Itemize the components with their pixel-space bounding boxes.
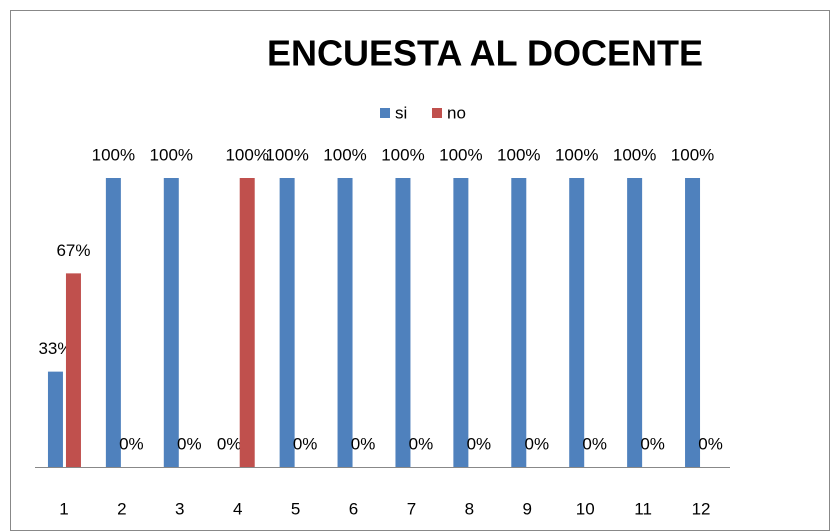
x-tick-label: 11 — [634, 499, 652, 518]
bar — [685, 178, 701, 467]
data-label: 100% — [555, 145, 598, 164]
chart-title: ENCUESTA AL DOCENTE — [267, 33, 703, 74]
data-label: 100% — [92, 145, 135, 164]
x-tick-label: 9 — [523, 499, 532, 518]
data-label: 0% — [351, 434, 376, 453]
bar — [627, 178, 643, 467]
bar — [65, 273, 81, 467]
data-label: 0% — [467, 434, 492, 453]
data-label: 67% — [56, 241, 90, 260]
x-tick-label: 7 — [407, 499, 416, 518]
data-label: 0% — [177, 434, 202, 453]
data-label: 100% — [613, 145, 656, 164]
data-label: 0% — [525, 434, 550, 453]
data-label: 0% — [119, 434, 144, 453]
data-label: 33% — [38, 339, 72, 358]
legend-swatch — [380, 108, 390, 118]
bar — [395, 178, 411, 467]
bar — [337, 178, 353, 467]
x-tick-label: 5 — [291, 499, 300, 518]
bar — [163, 178, 179, 467]
data-label: 100% — [439, 145, 482, 164]
data-label: 0% — [293, 434, 318, 453]
x-tick-label: 10 — [576, 499, 595, 518]
data-label: 100% — [381, 145, 424, 164]
legend-label: si — [395, 103, 407, 122]
data-label: 100% — [150, 145, 193, 164]
data-label: 100% — [497, 145, 540, 164]
data-label: 0% — [582, 434, 607, 453]
x-tick-label: 6 — [349, 499, 358, 518]
bar — [239, 178, 255, 467]
data-label: 100% — [323, 145, 366, 164]
bar — [511, 178, 527, 467]
bar — [47, 371, 63, 467]
x-tick-label: 8 — [465, 499, 474, 518]
bar — [279, 178, 295, 467]
legend-label: no — [447, 103, 466, 122]
bar — [569, 178, 585, 467]
legend-swatch — [432, 108, 442, 118]
x-tick-label: 2 — [117, 499, 126, 518]
bar — [453, 178, 469, 467]
x-tick-label: 4 — [233, 499, 242, 518]
x-tick-label: 12 — [692, 499, 711, 518]
data-label: 0% — [217, 434, 242, 453]
data-label: 100% — [671, 145, 714, 164]
x-tick-label: 1 — [59, 499, 68, 518]
data-label: 0% — [698, 434, 723, 453]
data-label: 100% — [265, 145, 308, 164]
bar — [105, 178, 121, 467]
x-tick-label: 3 — [175, 499, 184, 518]
data-label: 0% — [409, 434, 434, 453]
data-label: 0% — [640, 434, 665, 453]
data-label: 100% — [225, 145, 268, 164]
